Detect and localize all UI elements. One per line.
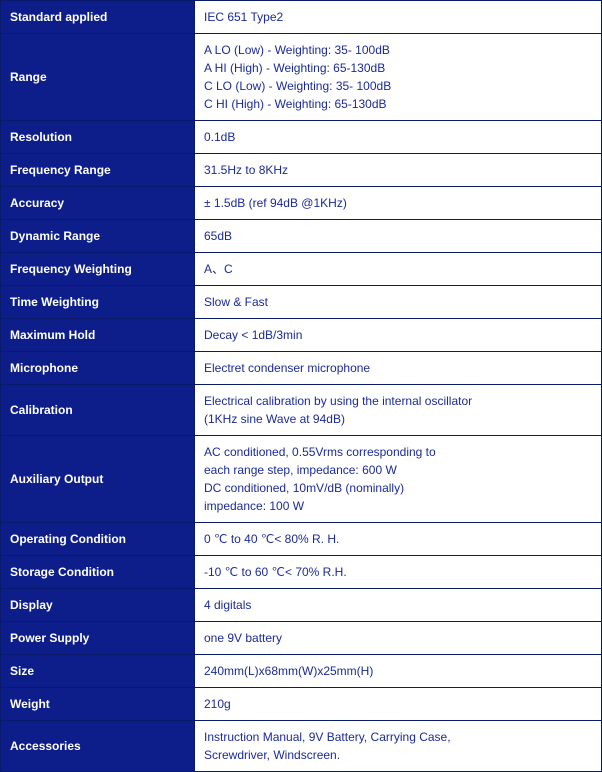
spec-label: Weight [1, 688, 195, 721]
spec-value-line: C HI (High) - Weighting: 65-130dB [204, 95, 592, 113]
spec-value-line: each range step, impedance: 600 W [204, 461, 592, 479]
spec-label: Time Weighting [1, 286, 195, 319]
spec-value-line: Screwdriver, Windscreen. [204, 746, 592, 764]
spec-value: 240mm(L)x68mm(W)x25mm(H) [195, 655, 602, 688]
spec-label: Accessories [1, 721, 195, 772]
spec-value-line: AC conditioned, 0.55Vrms corresponding t… [204, 443, 592, 461]
table-row: RangeA LO (Low) - Weighting: 35- 100dBA … [1, 34, 602, 121]
table-row: Accessories Instruction Manual, 9V Batter… [1, 721, 602, 772]
spec-value-line: Electrical calibration by using the inte… [204, 392, 592, 410]
spec-label: Maximum Hold [1, 319, 195, 352]
spec-label: Calibration [1, 385, 195, 436]
table-row: Display4 digitals [1, 589, 602, 622]
spec-label: Storage Condition [1, 556, 195, 589]
table-row: Size240mm(L)x68mm(W)x25mm(H) [1, 655, 602, 688]
spec-value-line: C LO (Low) - Weighting: 35- 100dB [204, 77, 592, 95]
spec-value: 4 digitals [195, 589, 602, 622]
spec-label: Operating Condition [1, 523, 195, 556]
table-row: Resolution0.1dB [1, 121, 602, 154]
spec-label: Frequency Range [1, 154, 195, 187]
spec-label: Accuracy [1, 187, 195, 220]
spec-label: Display [1, 589, 195, 622]
spec-value-line: impedance: 100 W [204, 497, 592, 515]
table-row: Storage Condition-10 ℃ to 60 ℃< 70% R.H. [1, 556, 602, 589]
spec-value: -10 ℃ to 60 ℃< 70% R.H. [195, 556, 602, 589]
spec-value: 0.1dB [195, 121, 602, 154]
table-row: Auxiliary Output AC conditioned, 0.55Vrms… [1, 436, 602, 523]
spec-value-line: DC conditioned, 10mV/dB (nominally) [204, 479, 592, 497]
spec-value: AC conditioned, 0.55Vrms corresponding t… [195, 436, 602, 523]
spec-value: Electret condenser microphone [195, 352, 602, 385]
table-row: Frequency WeightingA、C [1, 253, 602, 286]
spec-value: 210g [195, 688, 602, 721]
spec-label: Power Supply [1, 622, 195, 655]
spec-label: Range [1, 34, 195, 121]
spec-label: Size [1, 655, 195, 688]
spec-value: Instruction Manual, 9V Battery, Carrying… [195, 721, 602, 772]
spec-value: Decay < 1dB/3min [195, 319, 602, 352]
spec-value: Electrical calibration by using the inte… [195, 385, 602, 436]
spec-label: Auxiliary Output [1, 436, 195, 523]
spec-value-line: (1KHz sine Wave at 94dB) [204, 410, 592, 428]
spec-value: A LO (Low) - Weighting: 35- 100dBA HI (H… [195, 34, 602, 121]
spec-value: one 9V battery [195, 622, 602, 655]
spec-label: Resolution [1, 121, 195, 154]
spec-tbody: Standard appliedIEC 651 Type2RangeA LO (… [1, 1, 602, 772]
spec-value: ± 1.5dB (ref 94dB @1KHz) [195, 187, 602, 220]
spec-value: 65dB [195, 220, 602, 253]
spec-label: Standard applied [1, 1, 195, 34]
table-row: Standard appliedIEC 651 Type2 [1, 1, 602, 34]
table-row: Maximum HoldDecay < 1dB/3min [1, 319, 602, 352]
table-row: Calibration Electrical calibration by usi… [1, 385, 602, 436]
table-row: Dynamic Range65dB [1, 220, 602, 253]
spec-value-line: A HI (High) - Weighting: 65-130dB [204, 59, 592, 77]
table-row: Power Supplyone 9V battery [1, 622, 602, 655]
table-row: Weight210g [1, 688, 602, 721]
spec-label: Frequency Weighting [1, 253, 195, 286]
table-row: Operating Condition0 ℃ to 40 ℃< 80% R. H… [1, 523, 602, 556]
spec-value: 0 ℃ to 40 ℃< 80% R. H. [195, 523, 602, 556]
table-row: Accuracy± 1.5dB (ref 94dB @1KHz) [1, 187, 602, 220]
table-row: Time WeightingSlow & Fast [1, 286, 602, 319]
spec-value: A、C [195, 253, 602, 286]
table-row: MicrophoneElectret condenser microphone [1, 352, 602, 385]
spec-value: 31.5Hz to 8KHz [195, 154, 602, 187]
spec-label: Dynamic Range [1, 220, 195, 253]
spec-value: IEC 651 Type2 [195, 1, 602, 34]
spec-value-line: A LO (Low) - Weighting: 35- 100dB [204, 41, 592, 59]
spec-label: Microphone [1, 352, 195, 385]
spec-value-line: Instruction Manual, 9V Battery, Carrying… [204, 728, 592, 746]
spec-value: Slow & Fast [195, 286, 602, 319]
specifications-table: Standard appliedIEC 651 Type2RangeA LO (… [0, 0, 602, 772]
table-row: Frequency Range31.5Hz to 8KHz [1, 154, 602, 187]
